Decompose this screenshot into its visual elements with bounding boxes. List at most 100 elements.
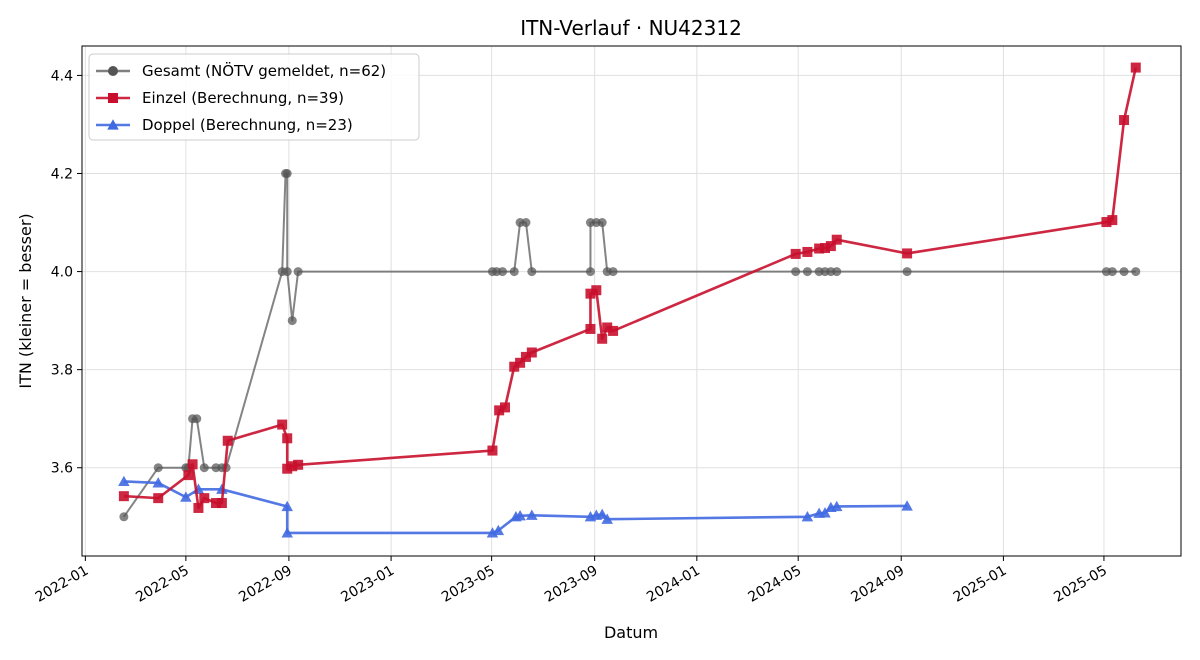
data-point [902,267,912,277]
data-point [527,267,537,277]
legend-label: Doppel (Berechnung, n=23) [142,116,353,134]
data-point [601,513,613,524]
data-point [526,347,537,358]
data-point [901,500,913,511]
data-point [211,498,222,509]
data-point [281,500,293,512]
data-point [608,267,618,277]
data-point [222,435,233,446]
y-tick-label: 4.4 [51,68,73,84]
data-point [282,267,292,277]
data-point [791,267,801,277]
data-point [1107,215,1118,226]
data-point [492,524,505,536]
data-point [498,267,508,277]
y-axis-title: ITN (kleiner = besser) [16,213,35,388]
data-point [1107,267,1117,277]
data-point [287,461,298,472]
x-tick-label: 2024-01 [644,563,703,606]
data-point [585,288,596,299]
data-point [281,527,293,538]
data-point [591,285,602,296]
y-tick-label: 3.6 [51,461,73,477]
data-point [118,475,130,487]
x-tick-label: 2023-09 [542,563,601,606]
data-point [282,433,293,444]
data-point [802,267,812,277]
data-point [152,477,164,488]
data-point [521,218,531,228]
x-tick-label: 2025-01 [951,563,1010,606]
data-point [1119,115,1130,126]
data-point [802,246,813,257]
x-tick-label: 2023-05 [439,563,498,606]
x-tick-label: 2024-05 [746,563,805,606]
data-point [585,267,595,277]
data-point [282,169,292,178]
legend-label: Gesamt (NÖTV gemeldet, n=62) [142,61,386,80]
data-point [293,459,304,470]
plot-frame [81,45,1182,557]
data-point [216,483,228,494]
x-tick-label: 2024-09 [849,563,908,606]
data-point [602,322,613,333]
x-tick-label: 2023-01 [338,563,397,606]
x-tick-label: 2022-01 [33,563,92,606]
y-tick-label: 3.8 [51,363,73,379]
data-point [596,508,608,519]
data-point [487,445,498,456]
legend-marker [108,93,118,103]
data-point [282,463,293,474]
data-point [597,333,608,344]
data-point [831,234,842,245]
data-point [277,419,288,430]
series-circle [119,169,1141,522]
series-line [123,172,1136,518]
data-point [520,351,531,362]
legend-marker [108,66,118,76]
data-point [118,491,129,502]
data-point [153,493,164,504]
x-tick-label: 2022-05 [133,563,192,606]
data-point [119,512,129,522]
y-tick-label: 4.0 [51,265,73,281]
data-point [514,510,526,521]
data-point [526,509,538,520]
data-point [832,267,842,277]
data-point [608,325,619,336]
data-point [199,463,209,473]
data-point [1131,267,1141,277]
data-point [801,511,814,522]
data-point [1101,217,1112,228]
data-point [819,507,831,518]
series-square [118,62,1141,513]
data-point [192,414,202,424]
series-triangle [118,475,913,538]
data-point [199,493,210,504]
data-point [509,267,519,277]
chart-title: ITN-Verlauf · NU42312 [520,16,742,40]
legend: Gesamt (NÖTV gemeldet, n=62) Einzel (Bere… [88,53,420,141]
data-point [790,248,801,259]
data-point [293,267,303,277]
legend-box [88,53,420,141]
data-point [902,248,913,259]
data-point [193,502,204,513]
legend-marker [107,119,119,130]
series-layer [118,62,1141,538]
x-tick-label: 2025-05 [1051,563,1110,606]
x-axis-title: Datum [604,623,658,642]
data-point [183,470,194,481]
data-point [814,243,825,254]
data-point [825,241,836,252]
data-point [585,323,596,334]
data-point [1130,62,1141,73]
data-point [287,316,297,326]
y-tick-label: 4.2 [51,167,73,183]
data-point [515,357,526,368]
data-point [597,218,607,228]
data-point [819,243,830,254]
data-point [500,402,511,413]
series-line [123,480,908,535]
